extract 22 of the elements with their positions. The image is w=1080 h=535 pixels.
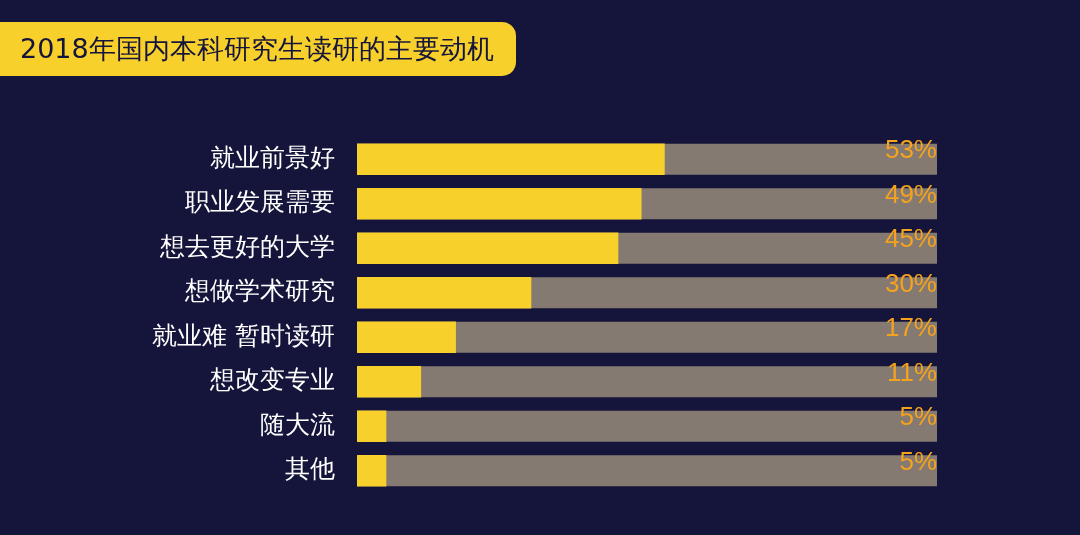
bar <box>357 365 422 398</box>
data-label: 53% <box>884 134 937 165</box>
bar <box>357 454 387 487</box>
y-tick-label: 其他 <box>285 454 335 484</box>
bar <box>357 321 456 354</box>
data-label: 11% <box>886 356 937 387</box>
data-label: 5% <box>899 401 937 432</box>
data-label: 30% <box>884 267 937 298</box>
chart-title: 2018年国内本科研究生读研的主要动机 <box>0 22 516 76</box>
y-tick-label: 想改变专业 <box>209 365 335 395</box>
bar <box>357 410 387 443</box>
y-tick-label: 就业难 暂时读研 <box>152 320 335 350</box>
y-tick-label: 职业发展需要 <box>185 187 335 217</box>
data-label: 5% <box>899 445 937 476</box>
data-label: 45% <box>884 223 937 254</box>
data-label: 17% <box>884 312 937 343</box>
bar <box>357 276 532 309</box>
y-tick-label: 想做学术研究 <box>184 276 335 306</box>
y-tick-label: 想去更好的大学 <box>159 231 335 261</box>
y-tick-label: 随大流 <box>260 409 335 439</box>
data-label: 49% <box>884 178 937 209</box>
y-tick-label: 就业前景好 <box>210 142 335 172</box>
